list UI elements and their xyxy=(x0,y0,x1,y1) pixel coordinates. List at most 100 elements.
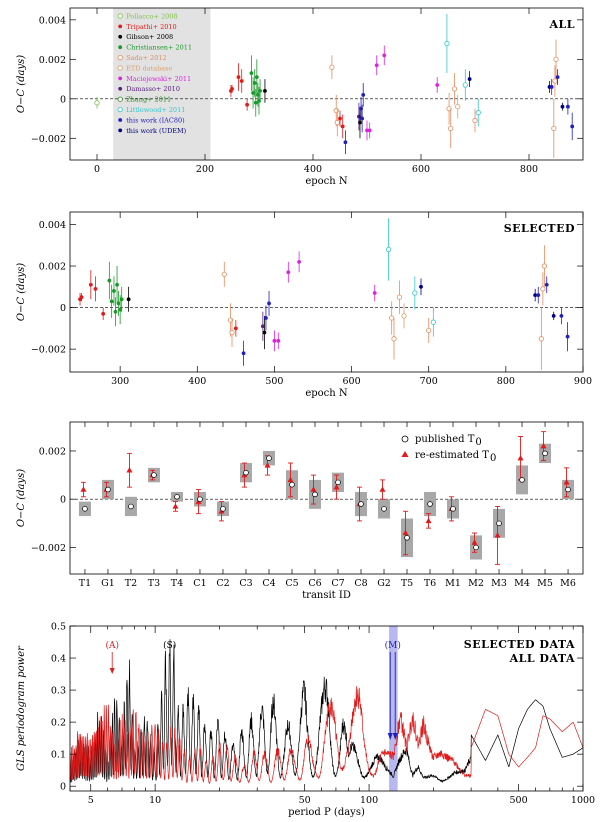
data-point xyxy=(396,294,402,300)
published-marker xyxy=(519,477,525,483)
data-point xyxy=(340,124,345,129)
data-point xyxy=(262,330,267,335)
data-point xyxy=(118,307,123,312)
data-point xyxy=(560,104,565,109)
data-point xyxy=(263,89,267,93)
legend-label-published: published T xyxy=(415,434,475,445)
x-tick-label: C2 xyxy=(216,578,229,589)
annotation-arrowhead xyxy=(387,733,393,740)
data-point xyxy=(559,313,564,318)
x-tick-label: G1 xyxy=(101,578,115,589)
data-point xyxy=(117,96,123,102)
legend-entry: Gibson+ 2008 xyxy=(126,33,173,41)
x-tick-label: C3 xyxy=(239,578,252,589)
data-point xyxy=(236,75,241,79)
y-tick-label: 0.004 xyxy=(39,15,66,26)
x-tick-label: 200 xyxy=(196,164,214,175)
x-tick-label: T5 xyxy=(401,578,413,589)
published-marker xyxy=(312,491,318,498)
data-point xyxy=(334,119,340,126)
reestimated-marker xyxy=(172,503,179,509)
data-point xyxy=(264,316,268,320)
x-tick-label: 700 xyxy=(420,376,438,387)
x-tick-label: M3 xyxy=(491,578,507,589)
x-tick-label: T1 xyxy=(79,578,91,589)
legend-marker-published xyxy=(401,435,409,443)
data-point xyxy=(118,118,123,122)
data-point xyxy=(358,120,362,125)
published-marker xyxy=(450,506,456,512)
data-point xyxy=(565,104,570,109)
x-tick-label: C7 xyxy=(331,578,344,589)
panel-transit-id: T1 G1 T2 T3 T4 C1 C2 C3 C4 C5 C6 C7 C8 G2 T5 T6 M1 M2 M3 M4… xyxy=(16,421,584,601)
data-point xyxy=(93,286,98,291)
data-point xyxy=(536,293,541,298)
data-point xyxy=(475,110,481,116)
x-tick-label: G2 xyxy=(377,578,391,589)
plot-frame xyxy=(69,421,584,575)
data-point xyxy=(555,75,560,79)
data-point xyxy=(382,53,387,58)
y-axis-label: O−C (days) xyxy=(16,263,27,321)
data-point xyxy=(251,90,255,95)
data-point xyxy=(249,71,254,76)
data-point xyxy=(118,24,123,29)
x-axis-label: transit ID xyxy=(302,590,351,601)
data-point xyxy=(112,289,116,293)
data-point xyxy=(372,291,377,295)
data-point xyxy=(118,76,123,81)
x-tick-label: 5 xyxy=(88,795,94,806)
legend-entry-selected: SELECTED DATA xyxy=(464,638,575,651)
data-point xyxy=(446,106,452,112)
published-marker xyxy=(174,494,180,500)
legend-label-reestimated: re-estimated T xyxy=(415,450,489,461)
legend-subscript: 0 xyxy=(475,437,481,448)
legend-entry: Littlewood+ 2011 xyxy=(126,106,185,114)
reestimated-marker xyxy=(310,486,317,492)
y-tick-label: −0.002 xyxy=(31,345,66,356)
data-point xyxy=(472,117,478,124)
legend-entry: Tripathi+ 2010 xyxy=(126,23,177,31)
published-marker xyxy=(427,501,433,507)
data-point xyxy=(227,317,234,323)
annotation-label: (A) xyxy=(105,640,119,651)
x-tick-label: 0 xyxy=(94,164,100,175)
y-tick-label: 0 xyxy=(60,303,66,314)
data-point xyxy=(389,315,395,321)
data-point xyxy=(391,336,397,342)
data-point xyxy=(401,313,407,319)
shaded-region xyxy=(113,8,211,160)
data-point xyxy=(109,299,114,304)
x-tick-label: C1 xyxy=(193,578,206,589)
data-point xyxy=(126,297,131,302)
y-tick-label: 0.004 xyxy=(39,220,66,231)
published-marker xyxy=(82,506,88,512)
y-tick-label: 0.002 xyxy=(39,55,66,66)
data-point xyxy=(338,116,342,121)
published-marker xyxy=(105,486,111,493)
legend-entry: Damasso+ 2010 xyxy=(126,85,180,93)
x-tick-label: T4 xyxy=(171,578,183,589)
panel-gls-periodogram: (A) (S) (M) 0 0.1 0.2 0.3 0.4 0.5 GLS periodogram… xyxy=(16,622,595,819)
data-point xyxy=(117,65,123,71)
data-point xyxy=(435,83,440,87)
data-point xyxy=(448,125,454,132)
data-point xyxy=(229,329,235,336)
x-tick-label: 50 xyxy=(299,795,311,806)
reestimated-marker xyxy=(333,483,340,490)
y-tick-label: 0.002 xyxy=(39,446,66,457)
series-line-all xyxy=(69,686,584,784)
published-marker xyxy=(151,472,157,478)
data-point xyxy=(239,79,244,83)
data-point xyxy=(286,270,291,275)
published-marker xyxy=(404,535,410,541)
published-marker xyxy=(473,544,479,551)
legend-subscript: 0 xyxy=(490,453,496,464)
data-point xyxy=(117,13,123,19)
data-point xyxy=(113,309,118,314)
x-tick-label: 10 xyxy=(149,795,161,806)
y-tick-label: 0.2 xyxy=(51,718,66,729)
y-axis-label: GLS periodogram power xyxy=(16,645,27,771)
y-tick-label: −0.002 xyxy=(31,543,66,554)
x-tick-label: C5 xyxy=(285,578,298,589)
